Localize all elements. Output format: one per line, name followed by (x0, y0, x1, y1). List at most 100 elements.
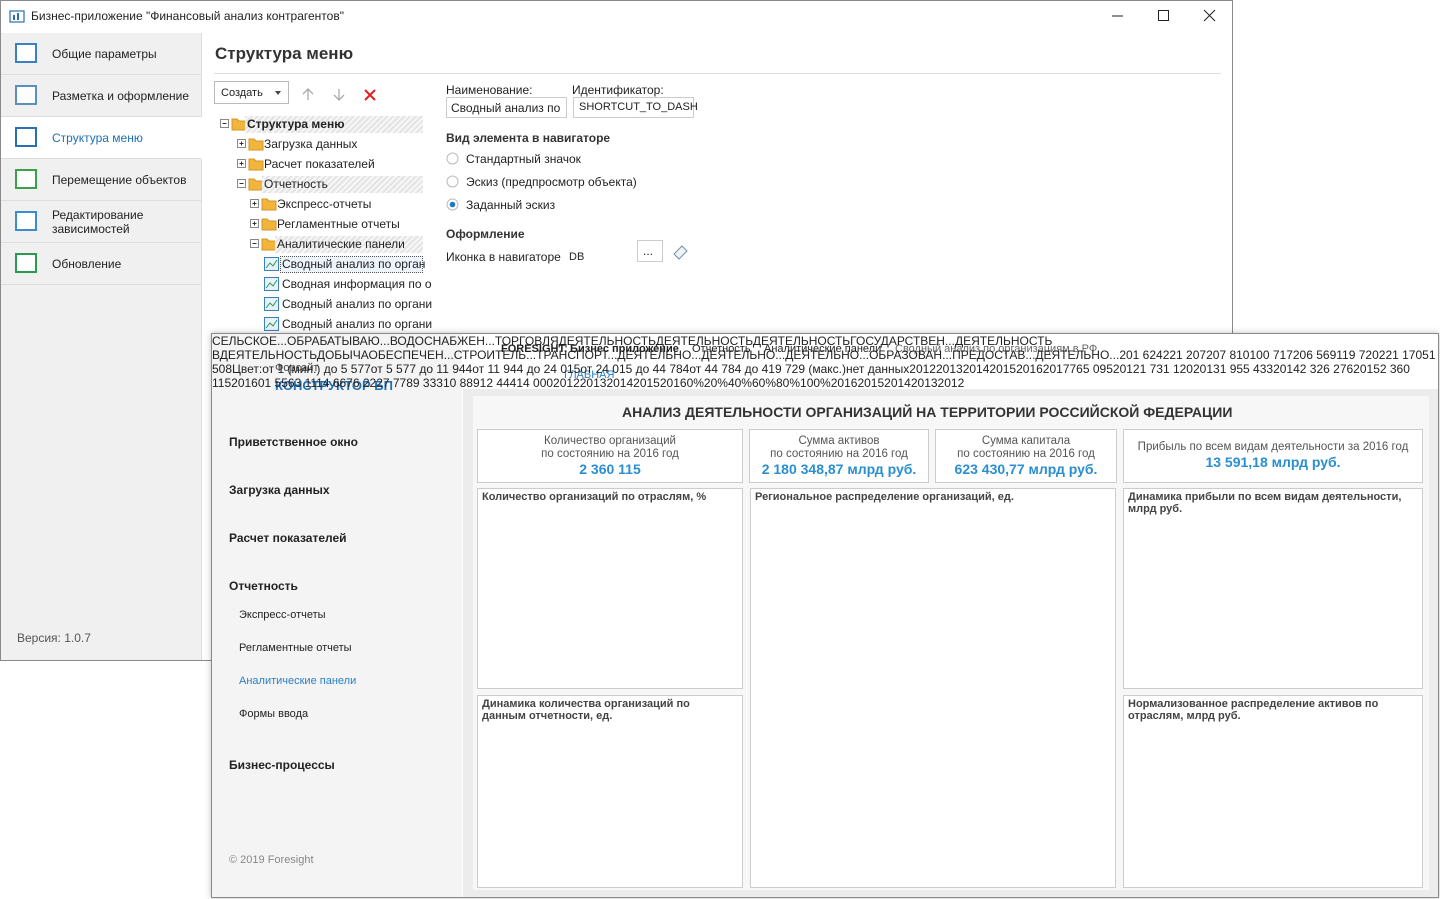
y-tick-label: 2016 (830, 376, 858, 390)
x-tick-label: 80% (776, 376, 801, 390)
nav-item-separator (1, 158, 201, 159)
copyright: © 2019 Foresight (229, 854, 314, 866)
clear-button[interactable] (673, 245, 688, 260)
app-nav-item[interactable]: Формы ввода (239, 708, 309, 720)
field-value: SHORTCUT_TO_DASH (579, 101, 698, 113)
chart-title: Динамика количества организаций по данны… (482, 698, 690, 722)
tree-item[interactable]: Отчетность (264, 177, 328, 191)
app-nav-section[interactable]: Отчетность (229, 579, 298, 593)
create-button-label: Создать (221, 87, 263, 99)
nav-item[interactable]: Перемещение объектов (52, 173, 187, 187)
tree-item[interactable]: Аналитические панели (277, 237, 405, 251)
timeline-label: 2014 (962, 362, 990, 376)
maximize-button[interactable] (1158, 10, 1169, 21)
app-nav-section[interactable]: Бизнес-процессы (229, 758, 335, 772)
breadcrumb[interactable]: Аналитические панели (764, 343, 882, 355)
tree-item[interactable]: Сводный анализ по органи (282, 297, 433, 311)
radio[interactable] (446, 175, 459, 188)
value-label: 1 731 120 (1139, 362, 1193, 376)
app-nav-section[interactable]: Приветственное окно (229, 435, 358, 449)
app-nav-section[interactable]: Расчет показателей (229, 531, 347, 545)
folder-icon (261, 218, 277, 231)
editor-title: Структура меню (215, 44, 354, 63)
timeline-label: 2015 (989, 362, 1017, 376)
tree-item[interactable]: Загрузка данных (264, 137, 358, 151)
browser-app: Форсайт КОНСТРУКТОР БП Приветственное окно… (211, 333, 1439, 898)
field-label: Идентификатор: (572, 83, 664, 97)
kpi-label: Прибыль по всем видам деятельности за 20… (1137, 441, 1409, 453)
tab-label[interactable]: ГЛАВНАЯ (564, 369, 615, 381)
nav-item[interactable]: Обновление (52, 257, 122, 271)
breadcrumb: Сводный анализ по организациям в РФ (895, 343, 1098, 355)
app-nav-section[interactable]: Загрузка данных (229, 483, 330, 497)
kpi-card: Сумма активов по состоянию на 2016 год 2 1… (749, 429, 929, 483)
x-tick-label: 60% (751, 376, 776, 390)
breadcrumb[interactable]: FORESIGHT. Бизнес приложение (501, 343, 679, 355)
id-input[interactable] (573, 97, 694, 118)
nav-item-separator (1, 74, 201, 75)
field-value: Сводный анализ по ор (451, 101, 564, 115)
folder-icon (261, 198, 277, 211)
kpi-card: Сумма капитала по состоянию на 2016 год 62… (935, 429, 1117, 483)
chart-panel (1123, 488, 1423, 689)
dashboard-title: АНАЛИЗ ДЕЯТЕЛЬНОСТИ ОРГАНИЗАЦИЙ НА ТЕРРИ… (622, 404, 1233, 420)
tree-item[interactable]: Сводный анализ по органи (282, 317, 433, 331)
radio-label[interactable]: Заданный эскиз (466, 198, 556, 212)
tree-item[interactable]: Сводная информация по о (282, 277, 432, 291)
create-button[interactable] (214, 81, 289, 104)
kpi-label: Сумма капитала (981, 434, 1071, 447)
app-nav-item[interactable]: Регламентные отчеты (239, 642, 352, 654)
product: КОНСТРУКТОР БП (275, 378, 393, 393)
tree-item[interactable]: Сводный анализ по орган (282, 257, 426, 271)
x-tick-label: 2012 (1112, 362, 1140, 376)
app-nav-item[interactable]: Аналитические панели (239, 675, 357, 687)
x-tick-label: 2015 (1353, 362, 1380, 376)
tree-item[interactable]: Регламентные отчеты (277, 217, 400, 231)
version-label: Версия: 1.0.7 (17, 631, 91, 645)
document-button-label[interactable]: Документ (478, 369, 531, 381)
more-button[interactable] (637, 240, 663, 262)
app-sidebar (212, 334, 462, 897)
radio[interactable] (446, 152, 459, 165)
timeline-label: 2017 (1042, 362, 1070, 376)
move-up-button[interactable] (302, 88, 314, 100)
y-tick-label: 2013 (910, 376, 938, 390)
radio-label[interactable]: Стандартный значок (466, 152, 581, 166)
nav-item[interactable]: Структура меню (52, 131, 143, 145)
chart-title: Динамика прибыли по всем видам деятельно… (1128, 491, 1402, 515)
move-down-button[interactable] (333, 89, 345, 101)
nav-item-icon (15, 43, 37, 63)
tree-item[interactable]: Структура меню (247, 117, 345, 131)
app-icon (13, 15, 15, 20)
folder-icon (248, 158, 264, 171)
tree-item[interactable]: Экспресс-отчеты (277, 197, 372, 211)
delete-button[interactable] (364, 89, 376, 101)
field-value: DB (569, 251, 585, 263)
breadcrumb[interactable]: Отчетность (692, 343, 751, 355)
nav-item[interactable]: Общие параметры (52, 47, 157, 61)
close-button[interactable] (1203, 9, 1216, 22)
nav-item[interactable]: Редактирование зависимостей (52, 208, 144, 236)
nav-item[interactable]: Разметка и оформление (52, 89, 190, 103)
timeline-label: 2013 (935, 362, 963, 376)
nav-item-icon (15, 253, 37, 273)
value-label: 1 955 433 (1219, 362, 1274, 376)
dashboard-icon (265, 299, 278, 309)
kpi-value: 13 591,18 млрд руб. (1205, 454, 1341, 470)
chart-title: Количество организаций по отраслям, % (482, 491, 707, 503)
more-button-label: ... (643, 244, 654, 258)
y-tick-label: 2015 (857, 376, 885, 390)
dashboard-icon (265, 279, 278, 289)
brand: Форсайт (275, 362, 319, 374)
app-nav-item[interactable]: Экспресс-отчеты (239, 609, 326, 621)
expand-toggle-sign (239, 141, 244, 146)
kpi-sublabel: по состоянию на 2016 год (541, 447, 679, 460)
radio-label[interactable]: Эскиз (предпросмотр объекта) (466, 175, 637, 189)
kpi-label: Количество организаций (544, 434, 676, 447)
name-input[interactable] (446, 97, 567, 118)
folder-icon (261, 238, 277, 251)
field-label: Наименование: (446, 83, 533, 97)
tree-item[interactable]: Расчет показателей (264, 157, 375, 171)
legend-label: нет данных (845, 362, 910, 376)
